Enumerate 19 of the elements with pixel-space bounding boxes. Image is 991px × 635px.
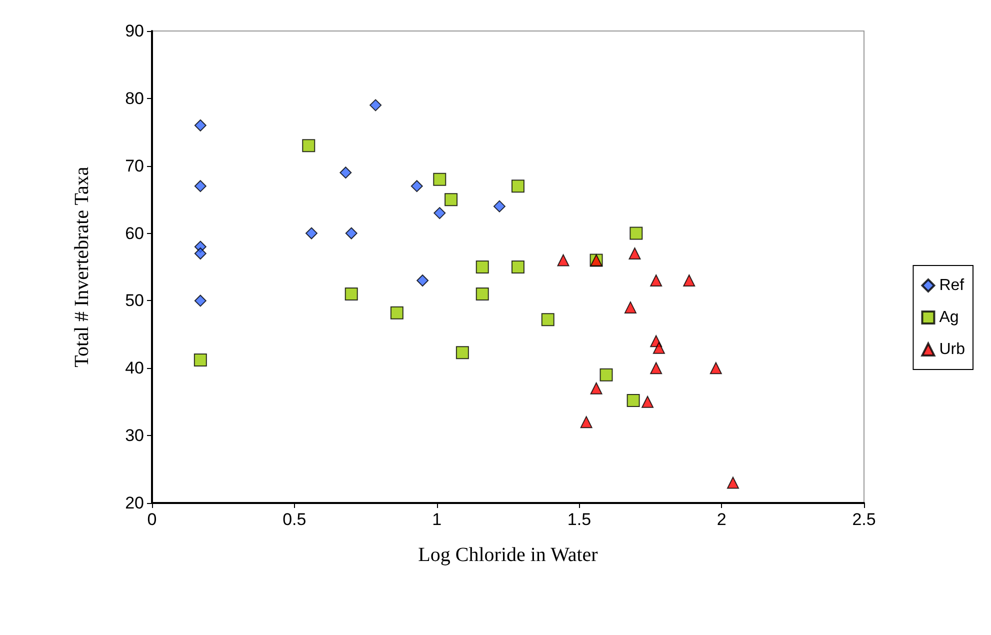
x-tick-label: 0.5 bbox=[282, 510, 306, 529]
y-tick-label: 80 bbox=[125, 88, 144, 108]
y-tick-label: 50 bbox=[125, 291, 144, 310]
y-tick-label: 40 bbox=[125, 358, 144, 378]
x-tick-label: 1.5 bbox=[567, 510, 592, 529]
x-tick-label: 2.5 bbox=[852, 510, 876, 529]
x-tick-label: 0 bbox=[147, 510, 157, 529]
x-axis-title: Log Chloride in Water bbox=[418, 544, 598, 566]
legend-label: Ag bbox=[939, 309, 959, 326]
y-tick-label: 20 bbox=[125, 494, 144, 512]
y-tick-label: 70 bbox=[125, 156, 144, 176]
y-tick-label: 30 bbox=[125, 426, 144, 446]
legend-label: Urb bbox=[939, 341, 966, 358]
x-tick-label: 1 bbox=[432, 510, 442, 529]
y-tick-label: 90 bbox=[125, 22, 144, 40]
y-tick-label: 60 bbox=[125, 224, 144, 243]
legend-label: Ref bbox=[939, 277, 965, 294]
y-axis-title: Total # Invertebrate Taxa bbox=[71, 166, 93, 368]
x-tick-label: 2 bbox=[716, 510, 726, 529]
